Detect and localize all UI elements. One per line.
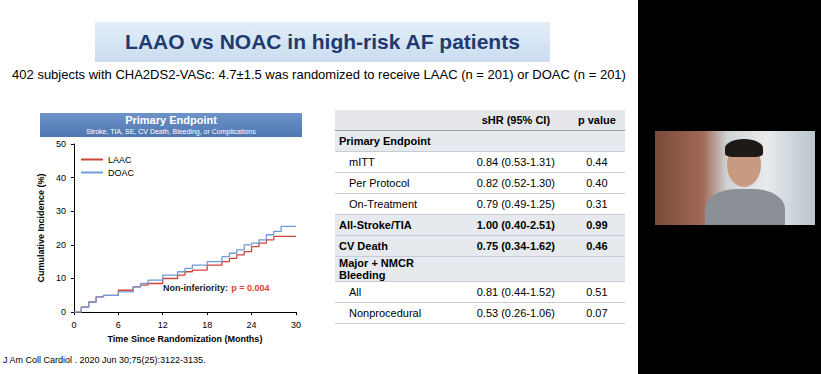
html-text:0.40: 0.40 [586,177,608,189]
svg-text:12: 12 [158,320,168,330]
svg-text:0: 0 [71,320,76,330]
svg-text:18: 18 [202,320,212,330]
svg-text:0: 0 [61,307,66,317]
svg-text:40: 40 [56,173,66,183]
svg-text:30: 30 [56,206,66,216]
html-text:0.99: 0.99 [586,219,608,231]
svg-text:DOAC: DOAC [108,168,135,178]
html-text:Major + NMCR Bleeding: Major + NMCR Bleeding [339,257,414,281]
svg-text:10: 10 [56,273,66,283]
html-text:0.07: 0.07 [586,307,608,319]
svg-text:24: 24 [247,320,257,330]
svg-text:6: 6 [116,320,121,330]
svg-text:LAAC: LAAC [108,155,132,165]
svg-text:p = 0.004: p = 0.004 [231,283,269,293]
html-text:0.75 (0.34-1.62): 0.75 (0.34-1.62) [476,240,555,252]
html-text:LAAO vs NOAC in high-risk AF p: LAAO vs NOAC in high-risk AF patients [125,30,520,53]
html-text:All-Stroke/TIA: All-Stroke/TIA [339,219,412,231]
html-text:Primary Endpoint: Primary Endpoint [339,135,431,147]
html-text:On-Treatment: On-Treatment [349,198,418,210]
html-text:0.44: 0.44 [586,156,608,168]
html-text:CV Death: CV Death [339,240,388,252]
html-text:0.53 (0.26-1.06): 0.53 (0.26-1.06) [476,307,555,319]
html-text:1.00 (0.40-2.51): 1.00 (0.40-2.51) [476,219,555,231]
svg-text:Cumulative Incidence (%): Cumulative Incidence (%) [36,174,46,283]
html-text:0.82 (0.52-1.30): 0.82 (0.52-1.30) [476,177,555,189]
html-text:All: All [349,286,362,298]
html-text:Per Protocol: Per Protocol [349,177,410,189]
svg-text:30: 30 [291,320,301,330]
html-text:Primary Endpoint: Primary Endpoint [125,114,217,126]
html-text:0.84 (0.53-1.31): 0.84 (0.53-1.31) [476,156,555,168]
svg-text:50: 50 [56,139,66,149]
html-text:sHR (95% CI): sHR (95% CI) [481,114,551,126]
html-text:mITT: mITT [349,156,375,168]
html-text:Stroke, TIA, SE, CV Death, Ble: Stroke, TIA, SE, CV Death, Bleeding, or … [86,128,256,135]
html-text:0.79 (0.49-1.25): 0.79 (0.49-1.25) [476,198,555,210]
svg-text:Time Since Randomization (Mont: Time Since Randomization (Months) [108,334,263,344]
svg-text:20: 20 [56,240,66,250]
html-text:0.46: 0.46 [586,240,608,252]
html-text:402 subjects with CHA2DS2-VASc: 402 subjects with CHA2DS2-VASc: 4.7±1.5 … [12,67,626,82]
html-text:0.81 (0.44-1.52): 0.81 (0.44-1.52) [476,286,555,298]
svg-text:Non-inferiority:: Non-inferiority: [163,283,228,293]
html-text:0.31: 0.31 [586,198,608,210]
html-text:p value: p value [577,114,616,126]
html-text:Nonprocedural: Nonprocedural [349,307,422,319]
html-text:J Am Coll Cardiol . 2020 Jun 3: J Am Coll Cardiol . 2020 Jun 30;75(25):3… [3,355,206,365]
html-text:0.51: 0.51 [586,286,608,298]
